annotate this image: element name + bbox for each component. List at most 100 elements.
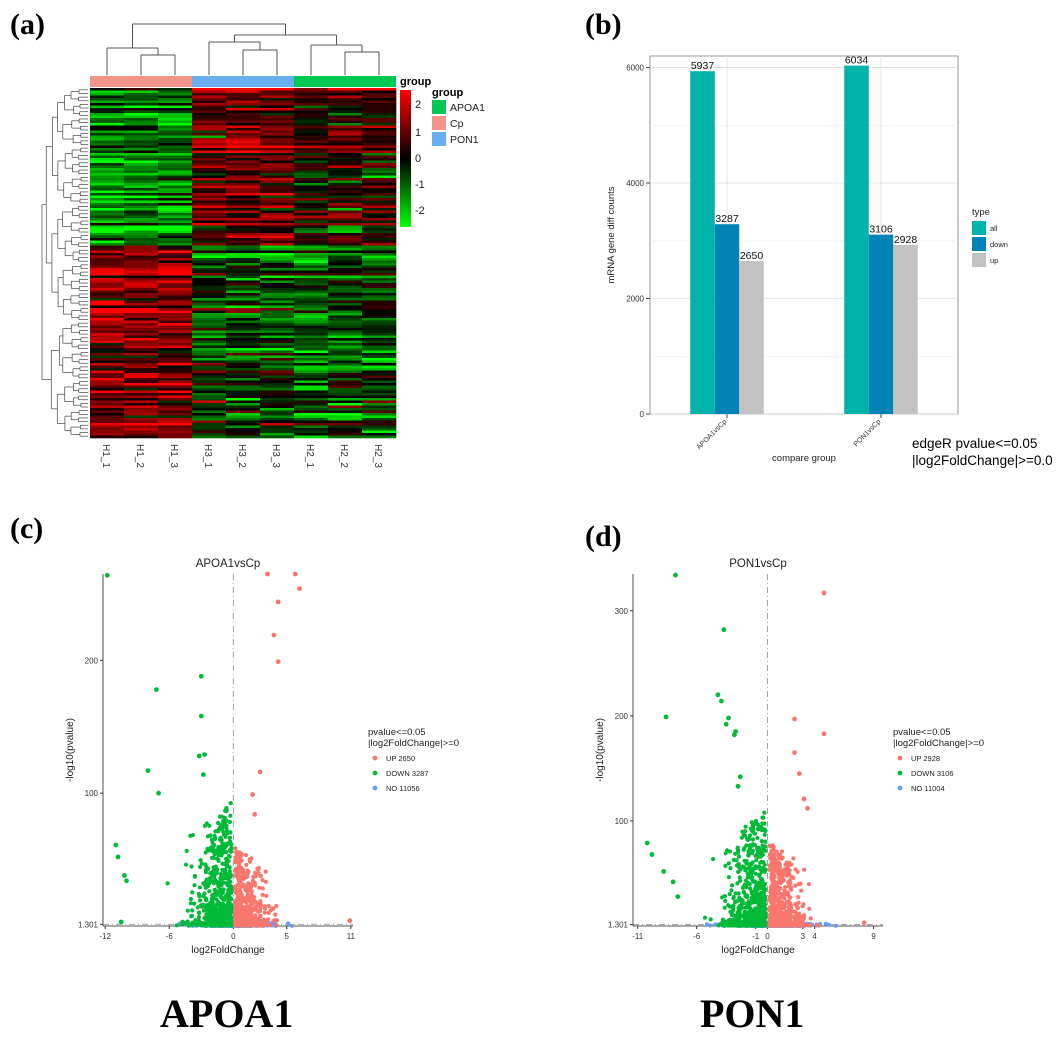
heatmap-cell bbox=[90, 373, 125, 376]
heatmap-cell bbox=[328, 268, 363, 271]
point-up bbox=[252, 812, 258, 817]
color-scale-tick: 1 bbox=[415, 127, 421, 139]
heatmap-cell bbox=[362, 188, 397, 191]
heatmap-cell bbox=[260, 158, 295, 161]
heatmap-cell bbox=[362, 308, 397, 311]
heatmap-cell bbox=[124, 148, 159, 151]
point-down bbox=[759, 859, 764, 864]
point-down bbox=[228, 879, 233, 884]
heatmap-cell bbox=[158, 273, 193, 276]
point-down bbox=[744, 885, 749, 890]
heatmap-cell bbox=[328, 230, 363, 234]
heatmap-cell bbox=[328, 403, 363, 406]
point-down bbox=[219, 814, 224, 819]
heatmap-cell bbox=[294, 385, 329, 389]
heatmap-cell bbox=[90, 258, 125, 261]
heatmap-cell bbox=[294, 205, 329, 209]
heatmap-cell bbox=[260, 138, 295, 141]
heatmap-cell bbox=[90, 188, 125, 191]
heatmap-cell bbox=[192, 395, 227, 399]
heatmap-cell bbox=[192, 360, 227, 364]
point-down bbox=[226, 914, 231, 919]
heatmap-cell bbox=[226, 145, 261, 149]
heatmap-cell bbox=[328, 153, 363, 156]
heatmap-cell bbox=[158, 318, 193, 321]
heatmap-cell bbox=[124, 338, 159, 341]
point-down bbox=[746, 918, 751, 923]
heatmap-cell bbox=[90, 115, 125, 119]
heatmap-cell bbox=[294, 198, 329, 201]
heatmap-cell bbox=[260, 353, 295, 356]
point-down bbox=[221, 887, 226, 892]
heatmap-cell bbox=[226, 90, 261, 94]
heatmap-cell bbox=[362, 310, 397, 314]
heatmap-cell bbox=[90, 410, 125, 414]
heatmap-cell bbox=[260, 260, 295, 264]
heatmap-cell bbox=[328, 355, 363, 359]
heatmap-cell bbox=[192, 165, 227, 169]
heatmap-cell bbox=[192, 198, 227, 201]
heatmap-cell bbox=[294, 228, 329, 231]
heatmap-cell bbox=[90, 355, 125, 359]
heatmap-cell bbox=[328, 245, 363, 249]
heatmap-cell bbox=[226, 163, 261, 166]
heatmap-cell bbox=[90, 418, 125, 421]
heatmap-cell bbox=[90, 430, 125, 434]
point-down bbox=[210, 923, 215, 928]
heatmap-cell bbox=[124, 160, 159, 164]
heatmap-cell bbox=[192, 343, 227, 346]
heatmap-cell bbox=[158, 323, 193, 326]
heatmap-cell bbox=[294, 148, 329, 151]
point-down bbox=[221, 844, 226, 849]
heatmap-cell bbox=[294, 383, 329, 386]
heatmap-cell bbox=[124, 143, 159, 146]
x-tick-label: -6 bbox=[693, 932, 701, 941]
heatmap-cell bbox=[260, 140, 295, 144]
heatmap-cell bbox=[90, 215, 125, 219]
heatmap-cell bbox=[226, 100, 261, 104]
heatmap-cell bbox=[226, 408, 261, 411]
heatmap-cell bbox=[260, 255, 295, 259]
heatmap-cell bbox=[294, 188, 329, 191]
point-down bbox=[202, 823, 208, 828]
heatmap-cell bbox=[294, 248, 329, 251]
heatmap-cell bbox=[124, 118, 159, 121]
heatmap-cell bbox=[362, 430, 397, 434]
heatmap-cell bbox=[124, 353, 159, 356]
legend-label: up bbox=[990, 256, 998, 265]
heatmap-cell bbox=[260, 338, 295, 341]
heatmap-cell bbox=[124, 370, 159, 374]
heatmap-cell bbox=[90, 295, 125, 299]
heatmap-cell bbox=[294, 93, 329, 96]
heatmap-cell bbox=[260, 418, 295, 421]
heatmap-cell bbox=[192, 308, 227, 311]
heatmap-cell bbox=[260, 153, 295, 156]
point-down bbox=[193, 918, 198, 923]
heatmap-cell bbox=[362, 240, 397, 244]
heatmap-cell bbox=[158, 375, 193, 379]
heatmap-cell bbox=[294, 380, 329, 384]
heatmap-cell bbox=[124, 93, 159, 96]
heatmap-cell bbox=[192, 363, 227, 366]
group-bar-segment bbox=[294, 76, 396, 87]
point-up bbox=[275, 918, 280, 923]
heatmap-cell bbox=[192, 270, 227, 274]
heatmap-cell bbox=[192, 295, 227, 299]
heatmap-cell bbox=[294, 123, 329, 126]
heatmap-cell bbox=[158, 413, 193, 416]
heatmap-cell bbox=[362, 343, 397, 346]
heatmap-cell bbox=[294, 298, 329, 301]
heatmap-cell bbox=[124, 385, 159, 389]
heatmap-cell bbox=[362, 120, 397, 124]
point-down bbox=[221, 880, 226, 885]
heatmap-cell bbox=[158, 263, 193, 266]
point-down bbox=[735, 881, 740, 886]
heatmap-cell bbox=[362, 328, 397, 331]
heatmap-cell bbox=[192, 263, 227, 266]
heatmap-cell bbox=[90, 100, 125, 104]
heatmap-cell bbox=[294, 260, 329, 264]
group-legend-swatch bbox=[432, 116, 446, 130]
point-down bbox=[220, 896, 225, 901]
heatmap-cell bbox=[124, 193, 159, 196]
